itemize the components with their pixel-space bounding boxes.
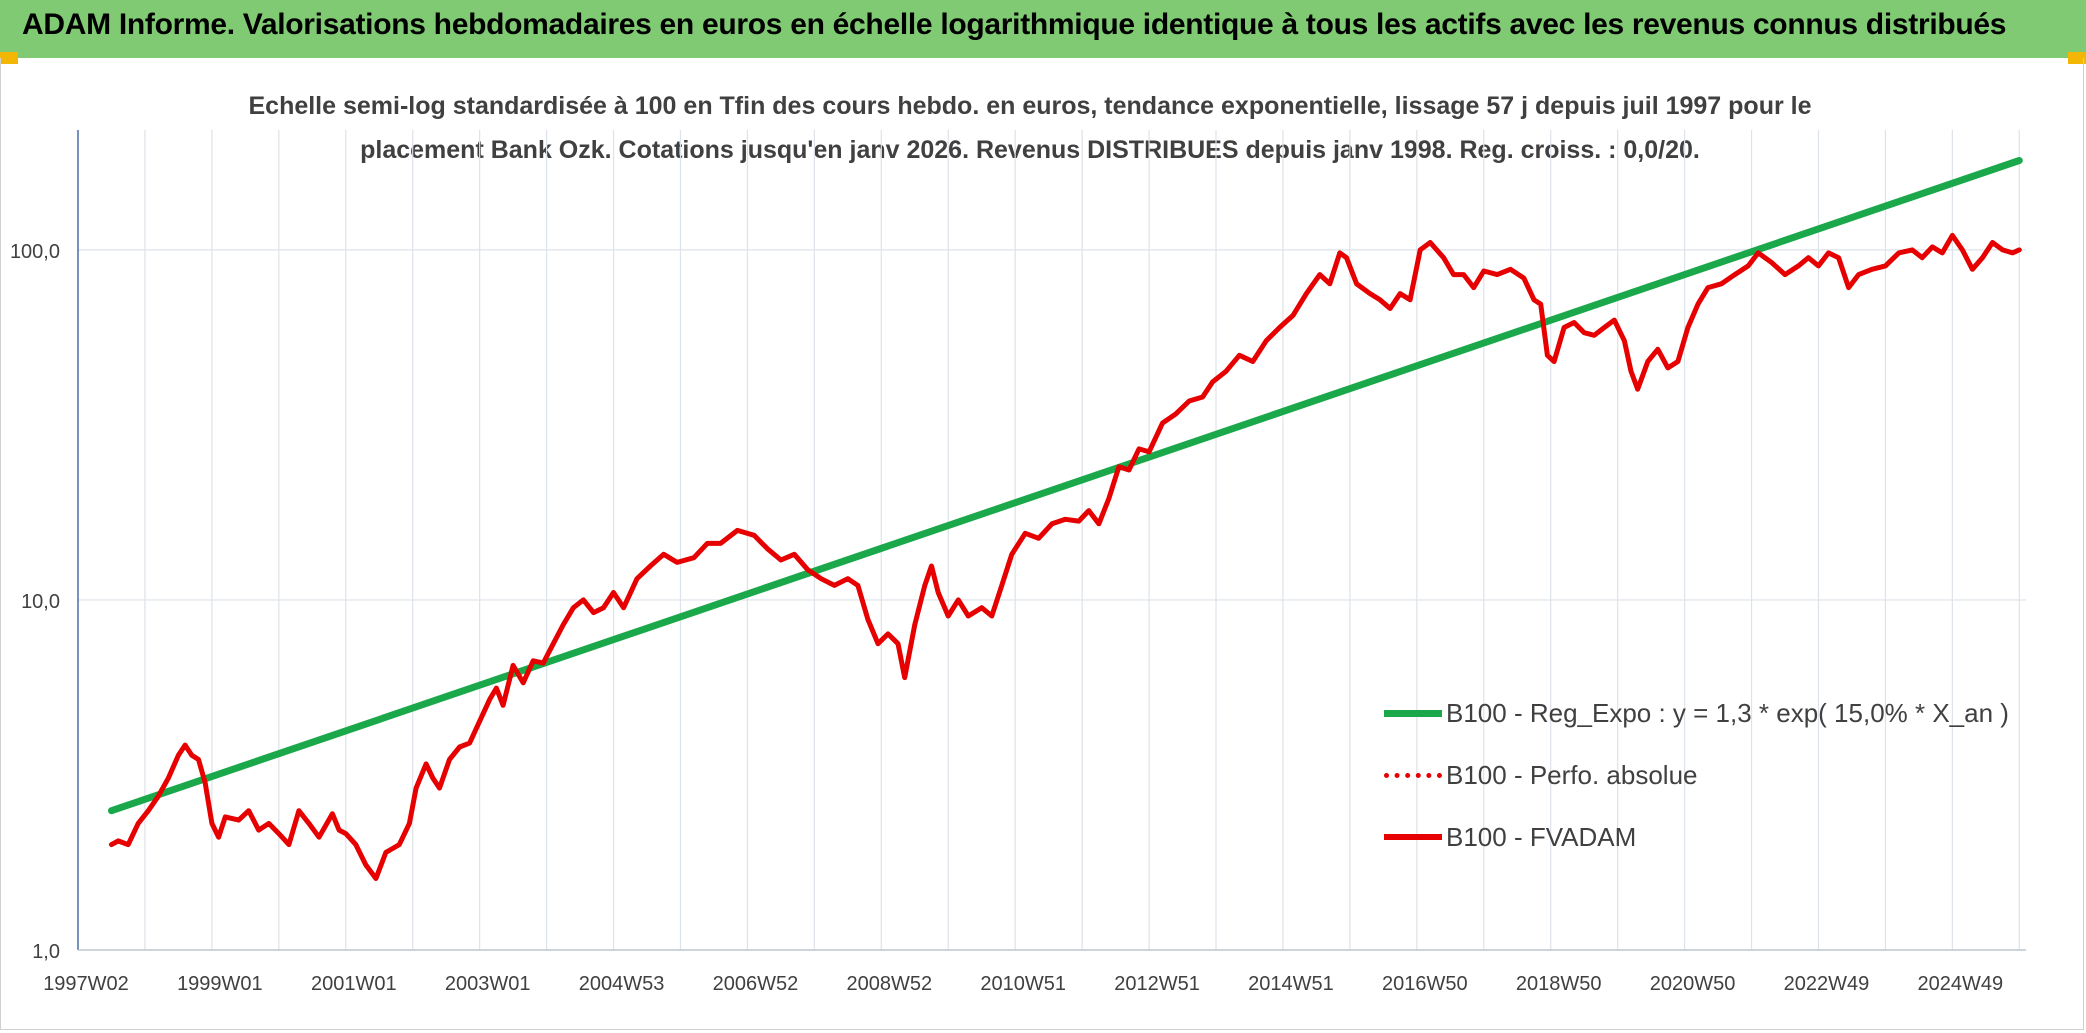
x-tick-label: 2004W53 [579, 973, 665, 995]
y-tick-label: 1,0 [32, 941, 60, 963]
report-banner: ADAM Informe. Valorisations hebdomadaire… [0, 0, 2086, 58]
x-tick-label: 2016W50 [1382, 973, 1468, 995]
legend-swatch-red [1384, 834, 1442, 840]
legend-swatch-green [1384, 709, 1442, 717]
legend-label: B100 - Reg_Expo : y = 1,3 * exp( 15,0% *… [1446, 697, 2009, 728]
x-tick-label: 2008W52 [846, 973, 932, 995]
x-tick-label: 2024W49 [1918, 973, 2004, 995]
y-axis-tick-labels: 1,0 10,0 100,0 [10, 241, 60, 963]
x-tick-label: 2014W51 [1248, 973, 1334, 995]
chart-subtitle-line2: placement Bank Ozk. Cotations jusqu'en j… [360, 136, 1700, 164]
chart-axes [77, 130, 2026, 951]
corner-marker-left [0, 52, 18, 64]
legend-item-perfo-absolue: B100 - Perfo. absolue [1384, 744, 2009, 806]
x-tick-label: 2003W01 [445, 973, 531, 995]
legend-label: B100 - Perfo. absolue [1446, 759, 1698, 790]
corner-marker-right [2068, 52, 2086, 64]
x-tick-label: 2018W50 [1516, 973, 1602, 995]
y-tick-label: 100,0 [10, 241, 60, 263]
y-tick-label: 10,0 [21, 591, 60, 613]
report-title: ADAM Informe. Valorisations hebdomadaire… [22, 8, 2007, 41]
chart-legend: B100 - Reg_Expo : y = 1,3 * exp( 15,0% *… [1384, 682, 2009, 868]
x-tick-label: 1997W02 [43, 973, 129, 995]
x-tick-label: 2020W50 [1650, 973, 1736, 995]
series-line-regression [108, 157, 2023, 815]
legend-item-fvadam: B100 - FVADAM [1384, 806, 2009, 868]
series-line-fvadam [109, 232, 2022, 881]
chart-subtitle-line1: Echelle semi-log standardisée à 100 en T… [248, 92, 1812, 120]
chart-series [108, 157, 2023, 881]
x-tick-label: 2006W52 [713, 973, 799, 995]
x-tick-label: 2022W49 [1784, 973, 1870, 995]
legend-label: B100 - FVADAM [1446, 821, 1637, 852]
x-tick-label: 2001W01 [311, 973, 397, 995]
x-tick-label: 1999W01 [177, 973, 263, 995]
x-tick-label: 2012W51 [1114, 973, 1200, 995]
x-axis-tick-labels: 1997W02 1999W01 2001W01 2003W01 2004W53 2006W… [43, 973, 2003, 995]
legend-swatch-dotted [1384, 772, 1442, 778]
chart-grid [78, 130, 2026, 951]
x-tick-label: 2010W51 [980, 973, 1066, 995]
legend-item-regression: B100 - Reg_Expo : y = 1,3 * exp( 15,0% *… [1384, 682, 2009, 744]
chart-frame [0, 58, 2084, 1030]
